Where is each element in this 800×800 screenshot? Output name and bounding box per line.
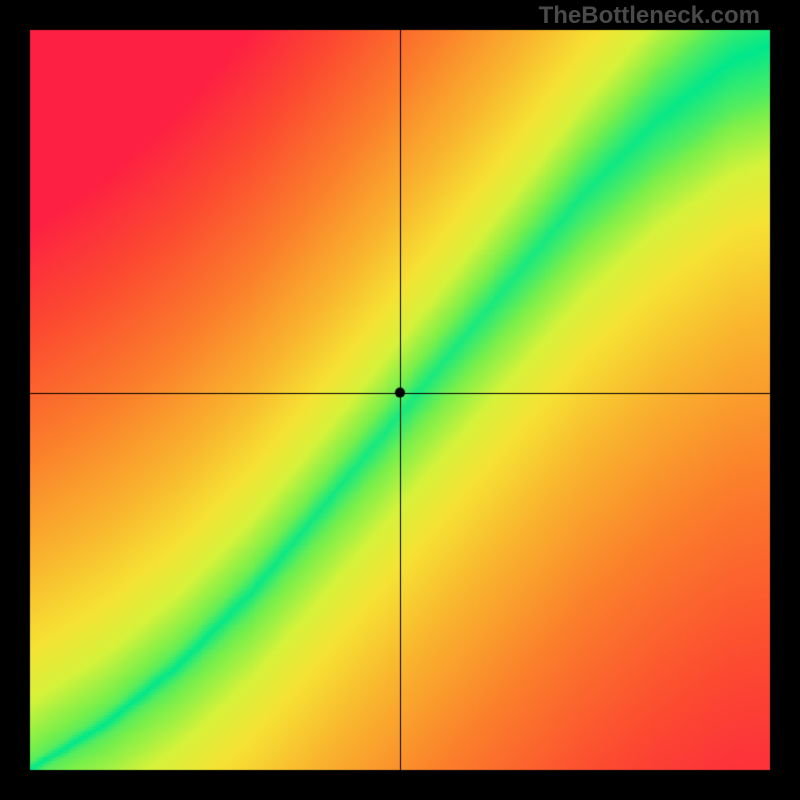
watermark-text: TheBottleneck.com — [539, 2, 760, 30]
bottleneck-heatmap — [0, 0, 800, 800]
chart-container: TheBottleneck.com — [0, 0, 800, 800]
